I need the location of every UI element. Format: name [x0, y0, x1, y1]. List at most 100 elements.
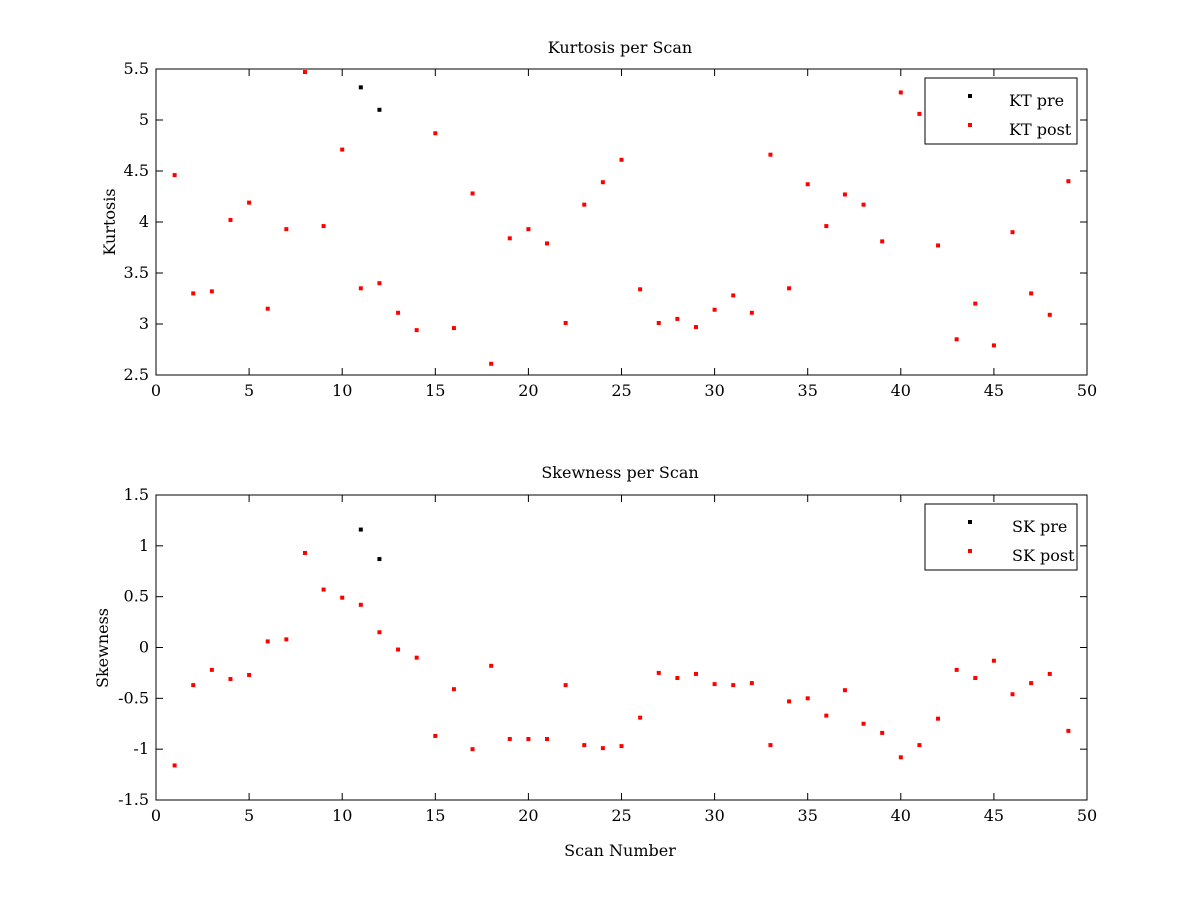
skewness-post-point [451, 687, 456, 692]
skewness-axes-frame [155, 494, 1088, 801]
skewness-post-point [638, 715, 643, 720]
skewness-y-axis-label: Skewness [93, 608, 112, 688]
kurtosis-y-tick-label: 4.5 [124, 161, 149, 180]
skewness-post-point [749, 681, 754, 686]
kurtosis-legend-marker-pre [968, 94, 972, 98]
skewness-post-point [712, 682, 717, 687]
skewness-legend-marker-pre [968, 520, 972, 524]
skewness-post-point [805, 696, 810, 701]
skewness-post-point [1066, 728, 1071, 733]
kurtosis-post-point [451, 326, 456, 331]
skewness-ticks: 0 5 10 15 20 25 30 35 40 45 50 -1.5 -1 -0.5 0 0.5 1 1.5 [118, 485, 1097, 825]
skewness-x-tick-label: 30 [704, 806, 724, 825]
kurtosis-post-point [265, 306, 270, 311]
kurtosis-legend-label-post: KT post [1009, 120, 1072, 139]
kurtosis-legend-label-pre: KT pre [1009, 91, 1064, 110]
kurtosis-legend-marker-post [968, 123, 972, 127]
skewness-post-point [600, 746, 605, 751]
kurtosis-post-point [731, 293, 736, 298]
kurtosis-post-point [656, 320, 661, 325]
kurtosis-post-point [507, 236, 512, 241]
kurtosis-x-tick-label: 45 [984, 381, 1004, 400]
skewness-pre-point [377, 557, 382, 562]
kurtosis-x-tick-label: 35 [798, 381, 818, 400]
kurtosis-post-point [954, 337, 959, 342]
kurtosis-x-tick-label: 15 [425, 381, 445, 400]
skewness-post-point [302, 550, 307, 555]
skewness-post-point [1010, 692, 1015, 697]
kurtosis-post-point [675, 316, 680, 321]
skewness-x-tick-label: 40 [891, 806, 911, 825]
skewness-post-point [880, 730, 885, 735]
kurtosis-post-point [1047, 312, 1052, 317]
kurtosis-post-point [693, 325, 698, 330]
skewness-post-point [1047, 671, 1052, 676]
kurtosis-post-point [898, 90, 903, 95]
skewness-x-tick-label: 10 [332, 806, 352, 825]
kurtosis-x-tick-label: 30 [704, 381, 724, 400]
kurtosis-post-point [470, 191, 475, 196]
kurtosis-post-point [619, 157, 624, 162]
skewness-post-point [917, 743, 922, 748]
skewness-post-point [861, 721, 866, 726]
kurtosis-y-tick-label: 5.5 [124, 59, 149, 78]
kurtosis-post-point [917, 111, 922, 116]
skewness-post-point [582, 743, 587, 748]
kurtosis-post-point [545, 241, 550, 246]
kurtosis-post-point [247, 200, 252, 205]
skewness-post-point [358, 602, 363, 607]
kurtosis-post-point [340, 147, 345, 152]
kurtosis-post-point [936, 243, 941, 248]
kurtosis-x-tick-label: 40 [891, 381, 911, 400]
kurtosis-data-points [172, 70, 1071, 366]
skewness-post-point [489, 663, 494, 668]
skewness-legend-box [924, 503, 1078, 571]
kurtosis-y-tick-label: 3.5 [124, 263, 149, 282]
skewness-post-point [675, 676, 680, 680]
kurtosis-axes-frame [155, 68, 1088, 376]
kurtosis-post-point [414, 328, 419, 333]
skewness-post-point [973, 676, 978, 680]
kurtosis-post-point [1029, 291, 1034, 296]
skewness-post-point [898, 755, 903, 760]
kurtosis-post-point [191, 291, 196, 296]
kurtosis-x-tick-label: 0 [151, 381, 161, 400]
skewness-post-point [842, 688, 847, 693]
kurtosis-post-point [749, 310, 754, 315]
skewness-post-point [265, 639, 270, 644]
kurtosis-post-point [563, 320, 568, 325]
kurtosis-post-point [228, 217, 233, 222]
skewness-post-point [321, 587, 326, 592]
kurtosis-post-point [638, 287, 643, 292]
skewness-post-point [247, 672, 252, 677]
kurtosis-post-point [824, 224, 829, 229]
kurtosis-post-point [209, 289, 214, 294]
skewness-y-tick-label: -0.5 [118, 688, 149, 707]
skewness-post-point [433, 733, 438, 738]
skewness-post-point [377, 630, 382, 635]
kurtosis-legend-box [924, 77, 1078, 145]
skewness-post-point [1029, 681, 1034, 686]
skewness-data-points [172, 527, 1071, 768]
skewness-legend-marker-post [968, 549, 972, 553]
kurtosis-post-point [284, 227, 289, 232]
skewness-post-point [209, 667, 214, 672]
skewness-x-tick-label: 25 [611, 806, 631, 825]
kurtosis-x-tick-label: 25 [611, 381, 631, 400]
skewness-x-tick-label: 50 [1077, 806, 1097, 825]
skewness-y-tick-label: 0 [139, 638, 149, 657]
kurtosis-subplot: Kurtosis per Scan Kurtosis 0 5 10 15 20 25 30 3… [100, 38, 1097, 400]
skewness-post-point [191, 683, 196, 688]
skewness-post-point [340, 595, 345, 600]
skewness-y-tick-label: 1 [139, 536, 149, 555]
kurtosis-ticks: 0 5 10 15 20 25 30 35 40 45 50 2.5 3 3.5 4 4.5 5 5.5 [124, 59, 1098, 400]
kurtosis-post-point [172, 173, 177, 178]
skewness-post-point [731, 683, 736, 688]
skewness-post-point [507, 737, 512, 741]
skewness-post-point [768, 743, 773, 748]
kurtosis-post-point [377, 281, 382, 286]
kurtosis-post-point [1010, 230, 1015, 235]
kurtosis-post-point [880, 239, 885, 244]
kurtosis-post-point [358, 286, 363, 291]
skewness-subplot: Skewness per Scan Skewness Scan Number 0… [93, 463, 1097, 860]
